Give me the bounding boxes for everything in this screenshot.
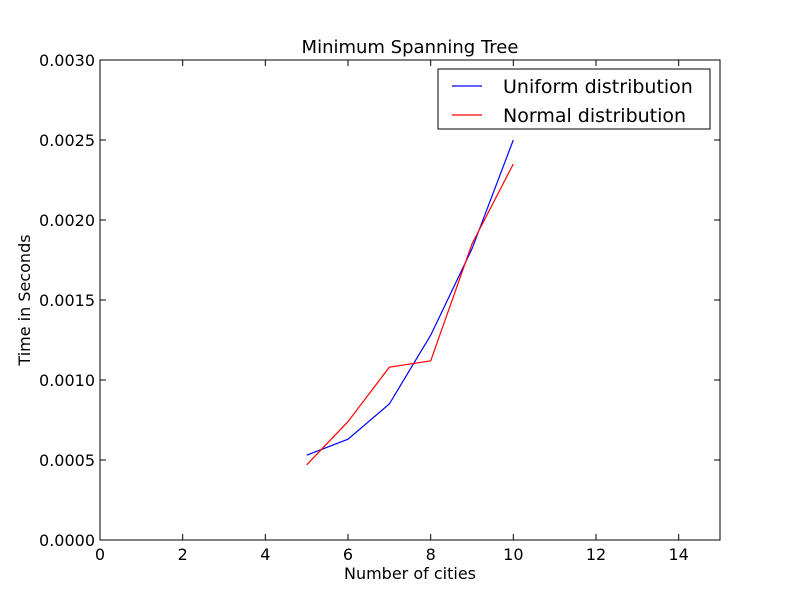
x-axis-label: Number of cities [344,564,476,583]
x-tick-label: 14 [668,545,688,564]
chart-title: Minimum Spanning Tree [302,37,519,58]
series-layer [306,139,514,466]
legend: Uniform distribution Normal distribution [437,68,711,130]
y-axis-label: Time in Seconds [15,234,34,366]
legend-label: Uniform distribution [503,76,693,98]
plot-frame [99,59,721,541]
x-tick-label: 0 [95,545,105,564]
x-tick-label: 4 [260,545,270,564]
x-tick-label: 6 [343,545,353,564]
y-tick-label: 0.0020 [39,211,95,230]
x-tick-label: 12 [586,545,606,564]
ticks-layer: 0 2 4 6 8 10 12 14 0.0000 0.0005 0.0010 0.0015 0.002… [39,51,720,564]
x-tick-label: 8 [426,545,436,564]
y-tick-label: 0.0030 [39,51,95,70]
y-tick-label: 0.0010 [39,371,95,390]
y-tick-label: 0.0000 [39,531,95,550]
legend-box [437,68,711,130]
x-tick-label: 2 [178,545,188,564]
x-tick-label: 10 [503,545,523,564]
legend-label: Normal distribution [503,105,686,127]
y-tick-label: 0.0025 [39,131,95,150]
series-line [306,163,514,466]
y-tick-label: 0.0005 [39,451,95,470]
y-tick-label: 0.0015 [39,291,95,310]
